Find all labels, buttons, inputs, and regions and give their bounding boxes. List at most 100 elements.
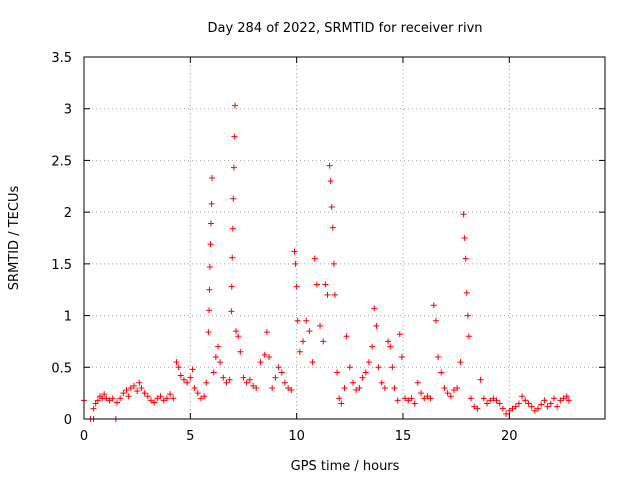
data-point bbox=[243, 379, 250, 386]
data-point bbox=[457, 359, 464, 366]
data-point bbox=[191, 384, 198, 391]
data-point bbox=[463, 289, 470, 296]
data-point bbox=[226, 376, 233, 383]
y-tick-label: 2 bbox=[64, 206, 72, 221]
data-point bbox=[231, 102, 238, 109]
data-point bbox=[207, 241, 214, 248]
data-point bbox=[512, 403, 519, 410]
data-point bbox=[560, 395, 567, 402]
data-point bbox=[362, 369, 369, 376]
data-point bbox=[454, 384, 461, 391]
data-point bbox=[109, 395, 116, 402]
data-point bbox=[106, 397, 113, 404]
data-point bbox=[223, 379, 230, 386]
data-point bbox=[346, 364, 353, 371]
data-point bbox=[554, 403, 561, 410]
data-point bbox=[266, 353, 273, 360]
data-point bbox=[127, 384, 134, 391]
data-point bbox=[233, 328, 240, 335]
data-point bbox=[418, 390, 425, 397]
data-point bbox=[117, 395, 124, 402]
data-point bbox=[378, 379, 385, 386]
data-point bbox=[123, 387, 130, 394]
data-point bbox=[206, 286, 213, 293]
data-point bbox=[136, 379, 143, 386]
data-point bbox=[371, 305, 378, 312]
data-point bbox=[324, 291, 331, 298]
data-point bbox=[160, 397, 167, 404]
x-axis-label: GPS time / hours bbox=[291, 459, 400, 474]
data-point bbox=[92, 400, 99, 407]
data-point bbox=[343, 333, 350, 340]
data-point bbox=[522, 397, 529, 404]
data-point bbox=[525, 400, 532, 407]
data-points bbox=[81, 102, 572, 422]
data-point bbox=[405, 397, 412, 404]
data-point bbox=[387, 343, 394, 350]
data-point bbox=[350, 379, 357, 386]
data-point bbox=[240, 374, 247, 381]
data-point bbox=[430, 302, 437, 309]
data-point bbox=[230, 195, 237, 202]
data-point bbox=[480, 395, 487, 402]
data-point bbox=[375, 364, 382, 371]
data-point bbox=[451, 387, 458, 394]
data-point bbox=[462, 255, 469, 262]
data-point bbox=[338, 400, 345, 407]
y-axis-label: SRMTID / TECUs bbox=[7, 186, 22, 291]
data-point bbox=[210, 369, 217, 376]
data-point bbox=[291, 248, 298, 255]
data-point bbox=[208, 200, 215, 207]
x-tick-label: 15 bbox=[395, 429, 412, 444]
data-point bbox=[201, 393, 208, 400]
data-point bbox=[144, 393, 151, 400]
data-point bbox=[464, 312, 471, 319]
data-point bbox=[229, 225, 236, 232]
data-point bbox=[275, 364, 282, 371]
y-tick-label: 2.5 bbox=[51, 154, 72, 169]
data-point bbox=[228, 283, 235, 290]
data-point bbox=[435, 353, 442, 360]
y-tick-label: 0.5 bbox=[51, 361, 72, 376]
data-point bbox=[306, 328, 313, 335]
data-point bbox=[130, 382, 137, 389]
data-point bbox=[194, 390, 201, 397]
data-point bbox=[138, 384, 145, 391]
data-point bbox=[230, 164, 237, 171]
y-tick-label: 3 bbox=[64, 103, 72, 118]
data-point bbox=[391, 384, 398, 391]
data-point bbox=[103, 395, 110, 402]
data-point bbox=[261, 351, 268, 358]
data-point bbox=[483, 400, 490, 407]
data-point bbox=[557, 397, 564, 404]
data-point bbox=[389, 364, 396, 371]
data-point bbox=[309, 359, 316, 366]
data-point bbox=[414, 379, 421, 386]
data-point bbox=[250, 382, 257, 389]
x-tick-label: 10 bbox=[288, 429, 305, 444]
data-point bbox=[365, 359, 372, 366]
data-point bbox=[519, 393, 526, 400]
data-point bbox=[209, 175, 216, 182]
data-point bbox=[385, 338, 392, 345]
data-point bbox=[281, 379, 288, 386]
data-point bbox=[334, 369, 341, 376]
data-point bbox=[317, 322, 324, 329]
x-tick-label: 20 bbox=[501, 429, 518, 444]
data-point bbox=[550, 395, 557, 402]
data-point bbox=[509, 405, 516, 412]
data-point bbox=[206, 263, 213, 270]
data-point bbox=[487, 397, 494, 404]
data-point bbox=[471, 403, 478, 410]
data-point bbox=[212, 353, 219, 360]
data-point bbox=[506, 407, 513, 414]
data-point bbox=[263, 329, 270, 336]
x-tick-label: 0 bbox=[80, 429, 88, 444]
data-point bbox=[421, 395, 428, 402]
data-point bbox=[398, 353, 405, 360]
data-point bbox=[296, 348, 303, 355]
data-point bbox=[125, 393, 132, 400]
data-point bbox=[341, 384, 348, 391]
data-point bbox=[90, 405, 97, 412]
